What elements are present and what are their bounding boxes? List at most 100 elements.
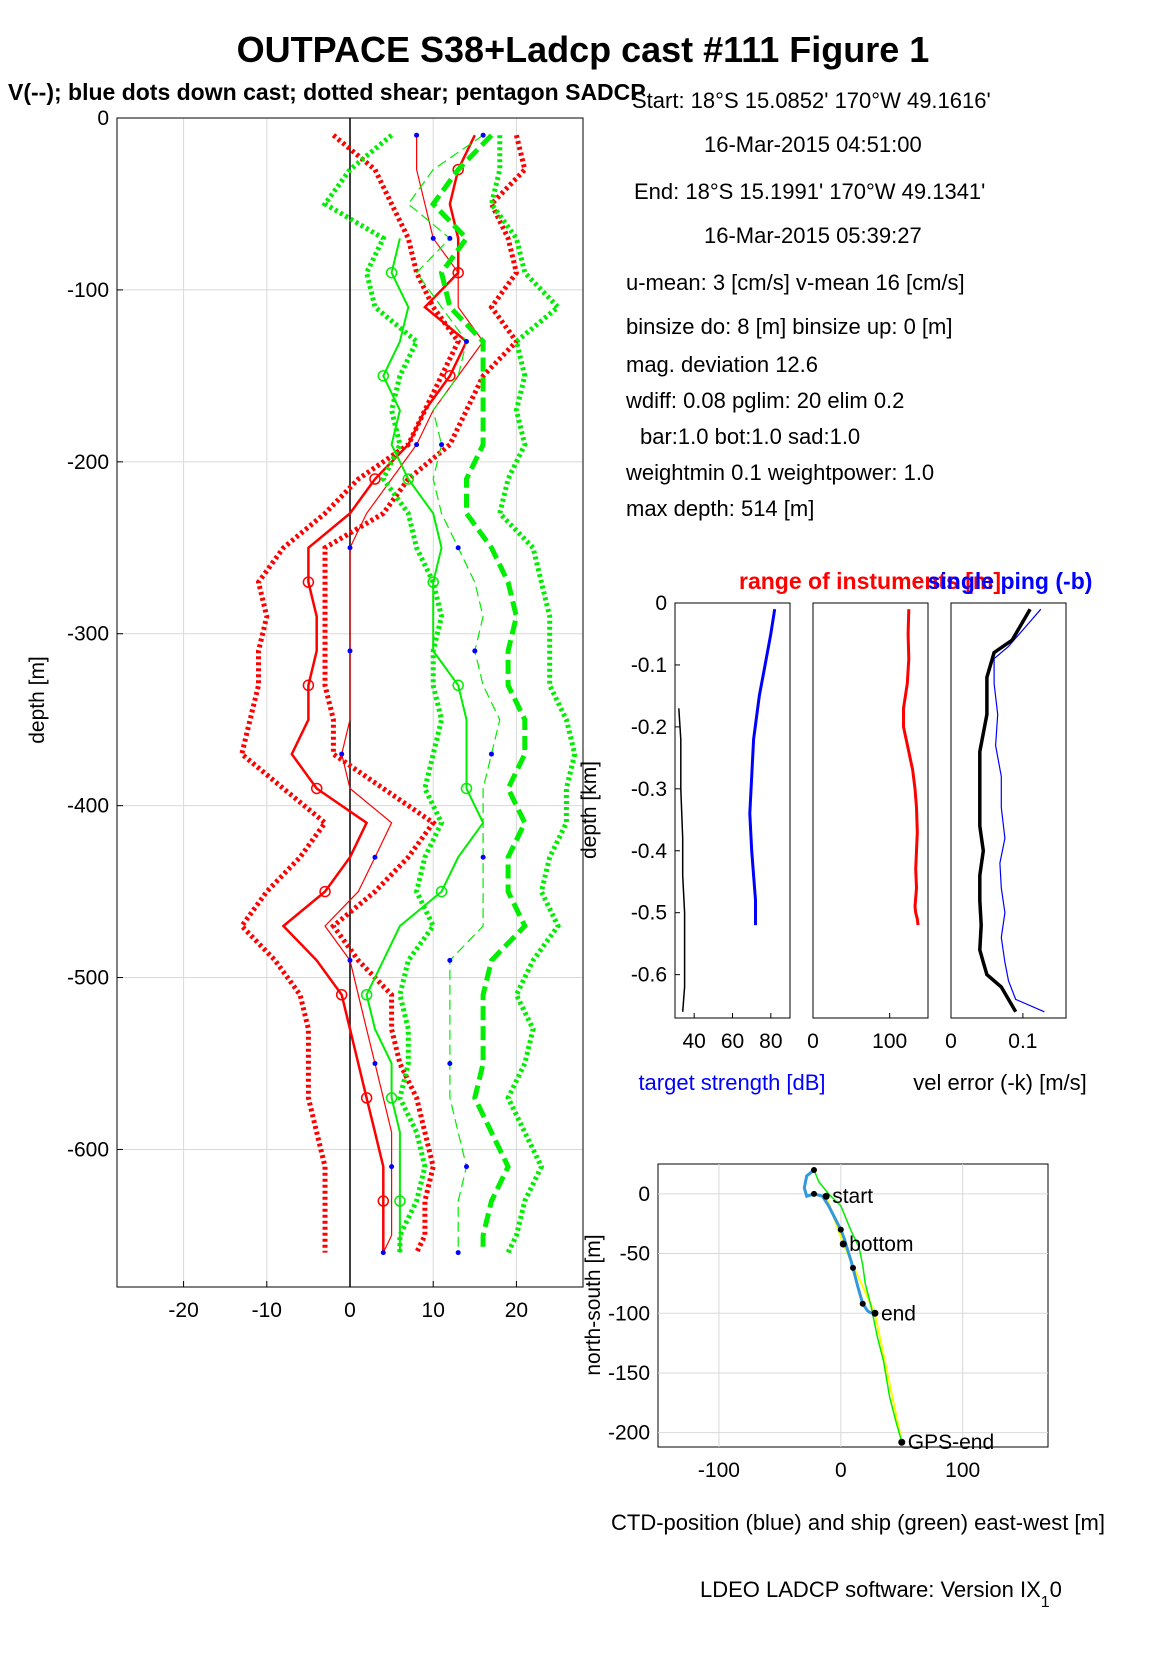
velocity-error-axes	[950, 602, 1067, 1019]
y-axis-label: depth [m]	[26, 656, 49, 744]
y-axis-label: depth [km]	[578, 761, 601, 859]
sadcp-marker	[369, 473, 381, 485]
y-tick-label: -200	[608, 1422, 650, 1445]
downcast-dot	[372, 854, 378, 860]
downcast-dot	[414, 132, 420, 138]
y-tick-label: -100	[67, 279, 109, 302]
x-tick-label: 0	[807, 1030, 819, 1053]
figure-subtitle: V(--); blue dots down cast; dotted shear…	[8, 79, 646, 105]
x-tick-label: 0.1	[1008, 1030, 1037, 1053]
profile-series-line	[238, 133, 462, 1253]
info-start-time: 16-Mar-2015 04:51:00	[704, 132, 922, 157]
downcast-dot	[414, 442, 420, 448]
sadcp-marker	[452, 163, 464, 176]
info-end: End: 18°S 15.1991' 170°W 49.1341'	[634, 179, 986, 204]
sadcp-marker	[360, 989, 373, 1001]
sadcp-marker	[302, 679, 315, 692]
y-tick-label: -100	[608, 1302, 650, 1325]
downcast-dot	[347, 545, 353, 551]
position-marker-label: bottom	[849, 1233, 913, 1256]
ctd-track-dot	[859, 1300, 866, 1307]
x-tick-label: 80	[759, 1030, 782, 1053]
y-tick-label: -0.6	[631, 964, 667, 987]
y-tick-label: -0.3	[631, 778, 667, 801]
x-tick-label: 20	[505, 1299, 528, 1322]
ctd-track-dot	[850, 1264, 856, 1271]
downcast-dot	[372, 1061, 378, 1067]
x-axis-label: vel error (-k) [m/s]	[913, 1070, 1087, 1095]
y-tick-label: -0.4	[631, 840, 668, 863]
ctd-track-dot	[811, 1166, 817, 1173]
downcast-dot	[347, 957, 353, 963]
sadcp-marker	[460, 782, 473, 795]
y-tick-label: -500	[67, 967, 109, 990]
ctd-position-axes	[657, 1163, 1049, 1448]
profile-series-line	[365, 238, 485, 1253]
downcast-dot	[389, 1164, 395, 1170]
downcast-dot	[472, 648, 478, 654]
y-tick-label: -0.5	[631, 902, 667, 925]
position-marker	[898, 1438, 906, 1446]
sadcp-marker	[385, 1092, 398, 1104]
panel-title: single ping (-b)	[928, 568, 1093, 594]
downcast-dot	[447, 235, 453, 241]
x-tick-label: 0	[344, 1299, 356, 1322]
sadcp-marker	[377, 370, 390, 382]
y-tick-label: -400	[67, 795, 109, 818]
downcast-dot	[430, 235, 436, 241]
profile-series-line	[281, 134, 476, 1253]
sadcp-marker	[394, 1195, 406, 1207]
downcast-dot	[480, 132, 486, 138]
y-tick-label: 0	[97, 107, 109, 130]
sadcp-marker	[385, 266, 398, 279]
y-tick-label: -50	[620, 1243, 650, 1266]
sadcp-marker	[360, 1092, 373, 1104]
downcast-dot	[455, 1250, 461, 1256]
profile-series-line	[429, 133, 528, 1253]
sadcp-marker	[377, 1195, 390, 1207]
info-weight: weightmin 0.1 weightpower: 1.0	[626, 460, 935, 485]
sadcp-marker	[319, 885, 331, 898]
x-tick-label: -100	[698, 1459, 740, 1482]
downcast-dot	[455, 545, 461, 551]
position-marker-label: start	[832, 1185, 873, 1208]
x-tick-label: -20	[168, 1299, 198, 1322]
profile-series-line	[322, 134, 528, 1254]
ctd-track-dot	[837, 1226, 844, 1233]
info-bar: bar:1.0 bot:1.0 sad:1.0	[640, 424, 861, 449]
info-end-time: 16-Mar-2015 05:39:27	[704, 223, 922, 248]
position-marker-label: end	[881, 1302, 916, 1325]
black-trace-line	[678, 708, 686, 1012]
x-tick-label: 0	[835, 1459, 847, 1482]
downcast-dot	[464, 1164, 469, 1170]
downcast-dot	[464, 338, 469, 344]
y-tick-label: -0.1	[631, 654, 667, 677]
target-strength-axes	[674, 602, 791, 1019]
info-wdiff: wdiff: 0.08 pglim: 20 elim 0.2	[626, 388, 905, 413]
x-tick-label: 0	[945, 1030, 957, 1053]
position-marker-label: GPS-end	[908, 1431, 994, 1454]
panel-title: range of instuments [m]	[739, 568, 1001, 594]
downcast-dot	[439, 442, 445, 448]
sadcp-marker	[310, 782, 323, 795]
position-marker	[822, 1192, 830, 1200]
downcast-dot	[339, 751, 345, 757]
info-mag-deviation: mag. deviation 12.6	[626, 352, 819, 377]
info-start: Start: 18°S 15.0852' 170°W 49.1616'	[632, 88, 991, 113]
downcast-dot	[447, 1061, 453, 1067]
x-tick-label: 60	[721, 1030, 744, 1053]
x-tick-label: 10	[422, 1299, 445, 1322]
info-max-depth: max depth: 514 [m]	[626, 496, 815, 521]
profile-series-line	[324, 135, 484, 1253]
x-tick-label: -10	[252, 1299, 282, 1322]
instrument-range-line	[902, 609, 920, 926]
x-tick-label: 40	[682, 1030, 705, 1053]
y-tick-label: -200	[67, 451, 109, 474]
sadcp-marker	[302, 576, 315, 588]
y-tick-label: -0.2	[631, 716, 667, 739]
y-tick-label: -150	[608, 1362, 650, 1385]
ship-track-line	[813, 1169, 903, 1443]
target-strength-line	[748, 608, 777, 926]
sadcp-marker	[435, 885, 448, 898]
